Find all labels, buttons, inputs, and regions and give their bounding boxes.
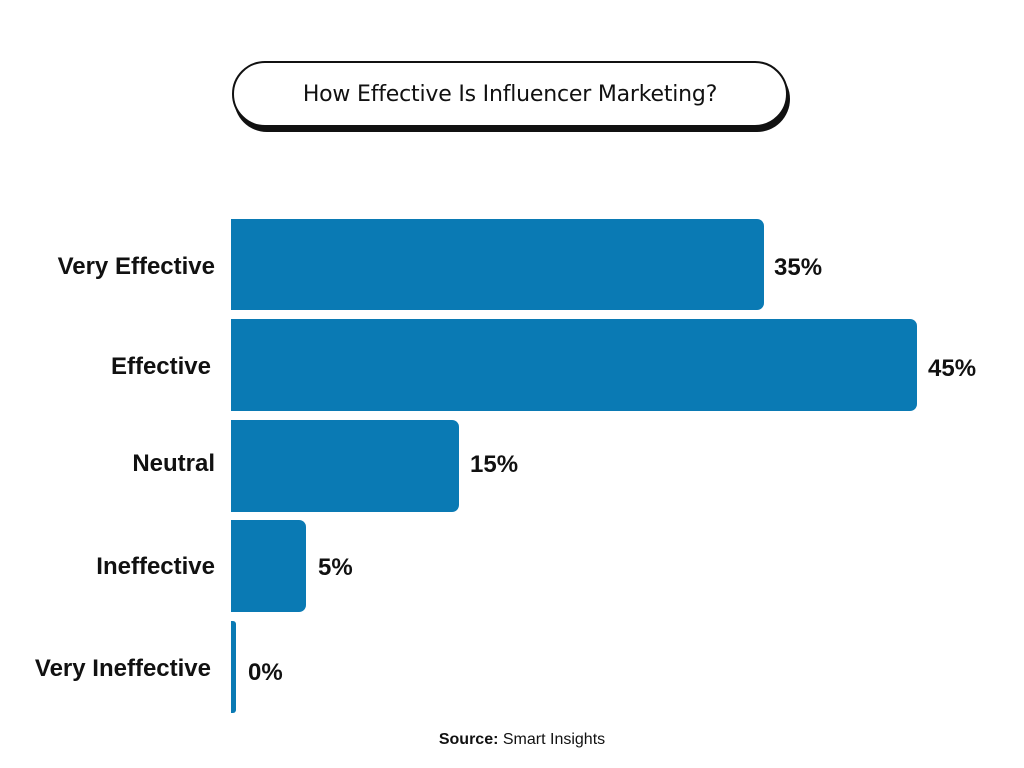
source-note: Source: Smart Insights: [0, 731, 1024, 749]
value-label: 35%: [774, 254, 823, 281]
value-label: 5%: [318, 554, 353, 581]
value-label: 45%: [928, 355, 977, 382]
category-label: Effective: [110, 353, 211, 380]
bar-very-effective: [231, 219, 764, 310]
category-label: Very Ineffective: [34, 655, 211, 682]
source-label: Source:: [438, 731, 499, 748]
bar-ineffective: [231, 520, 306, 612]
category-label: Neutral: [132, 450, 215, 477]
category-label: Ineffective: [96, 553, 215, 580]
source-name: Smart Insights: [502, 731, 606, 748]
value-label: 0%: [248, 659, 283, 686]
chart-title: How Effective Is Influencer Marketing?: [302, 81, 718, 107]
category-label: Very Effective: [57, 253, 215, 280]
bar-very-ineffective: [231, 621, 236, 713]
chart-title-pill: How Effective Is Influencer Marketing?: [232, 61, 788, 127]
value-label: 15%: [470, 451, 519, 478]
bar-neutral: [231, 420, 459, 512]
bar-effective: [231, 319, 917, 411]
